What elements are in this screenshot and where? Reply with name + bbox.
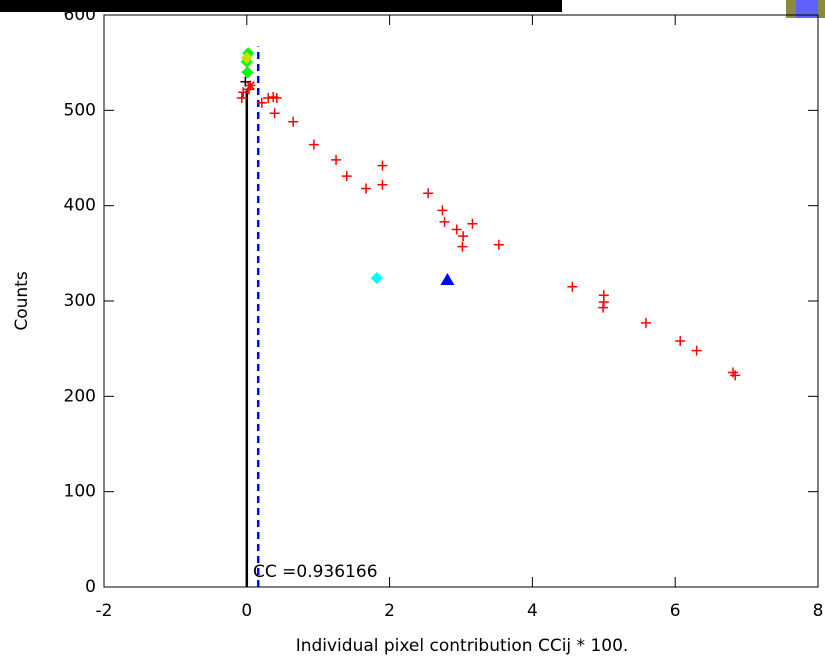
data-point: [238, 87, 249, 98]
data-point: [493, 239, 504, 250]
annotation: CC =0.936166: [253, 562, 378, 582]
data-point: [341, 171, 352, 182]
data-point: [451, 224, 462, 235]
x-tick-label: 6: [670, 601, 681, 621]
data-point: [440, 273, 455, 286]
data-point: [691, 345, 702, 356]
data-point: [331, 154, 342, 165]
data-point: [370, 272, 383, 285]
data-point: [241, 66, 254, 79]
data-point: [567, 281, 578, 292]
data-point: [377, 179, 388, 190]
data-point: [308, 139, 319, 150]
y-tick-label: 400: [64, 196, 96, 216]
y-axis-label: Counts: [12, 271, 32, 330]
top-bar: [0, 0, 562, 12]
y-tick-label: 500: [64, 100, 96, 120]
data-point: [245, 80, 256, 91]
data-point: [263, 92, 274, 103]
y-tick-label: 600: [64, 5, 96, 25]
data-point: [675, 336, 686, 347]
y-tick-label: 200: [64, 386, 96, 406]
data-point: [361, 183, 372, 194]
x-tick-label: -2: [96, 601, 113, 621]
data-point: [640, 317, 651, 328]
data-point: [598, 302, 609, 313]
y-tick-label: 100: [64, 482, 96, 502]
data-point: [288, 116, 299, 127]
y-tick-label: 300: [64, 291, 96, 311]
thumbnail-part: [796, 0, 818, 18]
x-axis-label: Individual pixel contribution CCij * 100…: [296, 636, 629, 656]
data-point: [467, 218, 478, 229]
data-point: [730, 370, 741, 381]
data-point: [256, 97, 267, 108]
data-point: [458, 231, 469, 242]
x-tick-label: 2: [384, 601, 395, 621]
data-point: [423, 188, 434, 199]
x-tick-label: 0: [241, 601, 252, 621]
data-point: [457, 241, 468, 252]
data-point: [240, 51, 253, 64]
data-point: [377, 160, 388, 171]
data-point: [269, 108, 280, 119]
data-point: [437, 205, 448, 216]
x-tick-label: 8: [813, 601, 824, 621]
data-point: [439, 216, 450, 227]
y-tick-label: 0: [85, 577, 96, 597]
data-point: [271, 92, 282, 103]
x-tick-label: 4: [527, 601, 538, 621]
data-point: [236, 92, 247, 103]
